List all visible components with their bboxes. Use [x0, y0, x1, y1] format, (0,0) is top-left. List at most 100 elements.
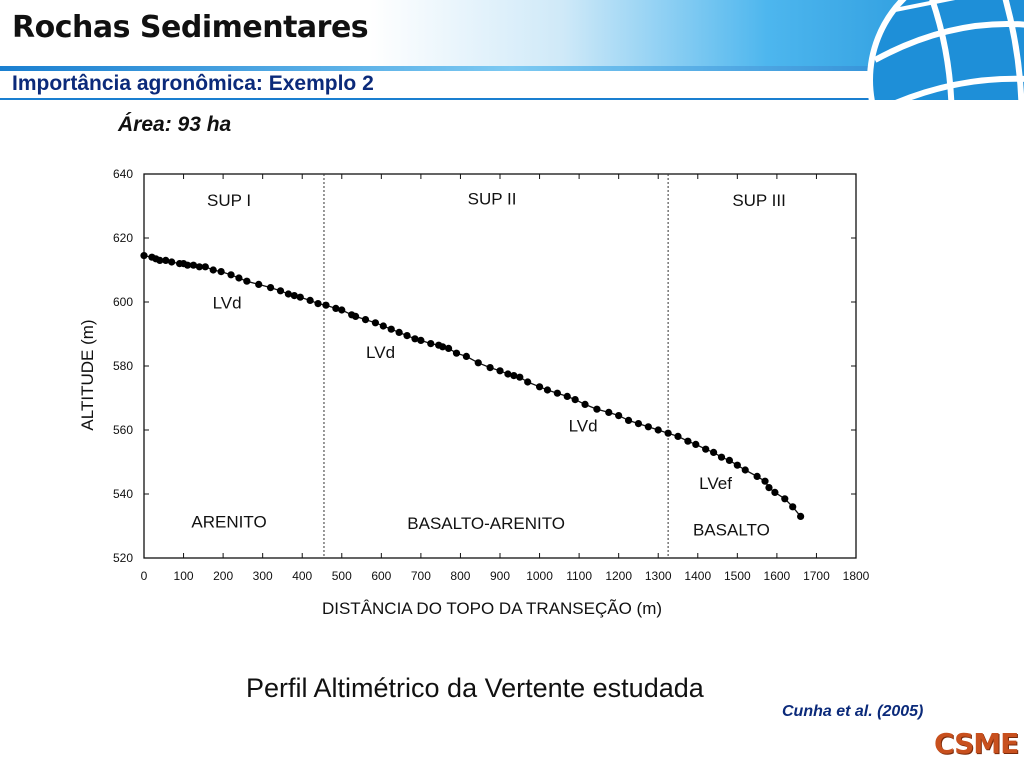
- annotation-label: ARENITO: [191, 513, 266, 532]
- data-point: [444, 344, 453, 352]
- data-point: [290, 292, 298, 300]
- chart-caption: Perfil Altimétrico da Vertente estudada: [246, 673, 704, 703]
- data-point: [284, 290, 292, 298]
- data-point: [379, 322, 387, 330]
- x-tick-label: 1200: [605, 569, 632, 583]
- data-point: [403, 332, 411, 340]
- data-point: [486, 364, 494, 372]
- data-point: [624, 416, 633, 424]
- data-point: [201, 263, 209, 271]
- data-point: [581, 400, 589, 408]
- x-tick-label: 1000: [526, 569, 553, 583]
- chart-frame: [143, 173, 857, 559]
- data-point: [474, 359, 482, 367]
- data-point: [797, 512, 805, 521]
- y-tick-label: 620: [113, 231, 133, 245]
- y-tick-label: 520: [113, 551, 133, 565]
- data-point: [243, 277, 251, 285]
- chart-dividers: [323, 174, 669, 558]
- x-tick-label: 0: [141, 569, 148, 583]
- header-band: [0, 0, 1024, 100]
- data-point: [535, 383, 544, 391]
- data-point: [217, 268, 225, 276]
- data-point: [605, 408, 613, 416]
- data-point: [306, 296, 314, 304]
- data-point: [168, 258, 176, 266]
- data-point: [156, 256, 164, 264]
- data-point: [563, 392, 571, 400]
- data-point: [352, 312, 360, 320]
- data-point: [361, 316, 370, 324]
- data-point: [189, 261, 198, 269]
- data-point: [654, 426, 662, 434]
- x-tick-label: 700: [411, 569, 431, 583]
- data-point: [209, 266, 217, 274]
- plot-area-border: [143, 173, 857, 559]
- annotation-label: BASALTO-ARENITO: [407, 514, 565, 533]
- data-point: [692, 440, 700, 448]
- x-tick-label: 1400: [684, 569, 711, 583]
- y-axis-label: ALTITUDE (m): [78, 319, 97, 430]
- x-tick-label: 800: [450, 569, 470, 583]
- data-point: [227, 271, 235, 279]
- data-point: [510, 372, 518, 380]
- data-point: [543, 386, 552, 394]
- data-point: [266, 284, 275, 292]
- x-tick-label: 1600: [764, 569, 791, 583]
- data-point: [140, 252, 148, 260]
- annotation-label: SUP III: [732, 191, 786, 210]
- data-point: [761, 477, 769, 485]
- data-point: [371, 319, 379, 327]
- x-tick-label: 900: [490, 569, 510, 583]
- data-point: [725, 456, 734, 464]
- data-point: [615, 412, 623, 420]
- y-tick-label: 580: [113, 359, 133, 373]
- data-point: [593, 405, 601, 413]
- annotation-label: BASALTO: [693, 521, 770, 540]
- x-tick-label: 200: [213, 569, 233, 583]
- data-point: [634, 420, 643, 428]
- annotation-label: SUP II: [468, 189, 517, 208]
- slide-subtitle: Importância agronômica: Exemplo 2: [12, 72, 374, 95]
- header-background: [0, 0, 1024, 100]
- data-point: [322, 301, 330, 309]
- y-tick-label: 640: [113, 167, 133, 181]
- data-point: [183, 261, 192, 269]
- y-tick-label: 540: [113, 487, 133, 501]
- data-point: [684, 437, 692, 445]
- data-point: [387, 325, 395, 333]
- chart-ticks: 0 100 200 300 400 500 600 700 800 900 1000 1100 1200…: [113, 167, 870, 583]
- data-point: [195, 263, 203, 271]
- data-point: [427, 340, 435, 348]
- x-tick-label: 1500: [724, 569, 751, 583]
- annotation-label: LVd: [569, 417, 598, 436]
- y-tick-label: 600: [113, 295, 133, 309]
- data-point: [332, 304, 340, 312]
- x-tick-label: 300: [253, 569, 273, 583]
- x-tick-label: 1300: [645, 569, 672, 583]
- data-point: [496, 367, 504, 375]
- chart-points: [140, 252, 805, 521]
- data-point: [439, 343, 447, 351]
- globe-icon: [867, 0, 1024, 100]
- x-tick-label: 500: [332, 569, 352, 583]
- data-point: [571, 396, 579, 404]
- x-axis-label: DISTÂNCIA DO TOPO DA TRANSEÇÃO (m): [322, 599, 662, 618]
- x-tick-label: 1100: [566, 569, 592, 583]
- area-label: Área: 93 ha: [118, 113, 232, 136]
- data-point: [516, 373, 524, 381]
- x-tick-label: 100: [174, 569, 194, 583]
- x-tick-label: 1700: [803, 569, 830, 583]
- annotation-label: SUP I: [207, 191, 251, 210]
- y-tick-label: 560: [113, 423, 133, 437]
- data-point: [741, 466, 749, 474]
- data-point: [296, 293, 304, 301]
- data-point: [644, 423, 652, 431]
- altitude-profile-chart: 0 100 200 300 400 500 600 700 800 900 1000 1100 1200…: [78, 167, 870, 618]
- citation: Cunha et al. (2005): [782, 703, 924, 720]
- data-point: [717, 453, 726, 461]
- data-point: [504, 370, 512, 378]
- data-point: [338, 306, 346, 314]
- data-point: [417, 336, 425, 344]
- data-point: [462, 352, 470, 360]
